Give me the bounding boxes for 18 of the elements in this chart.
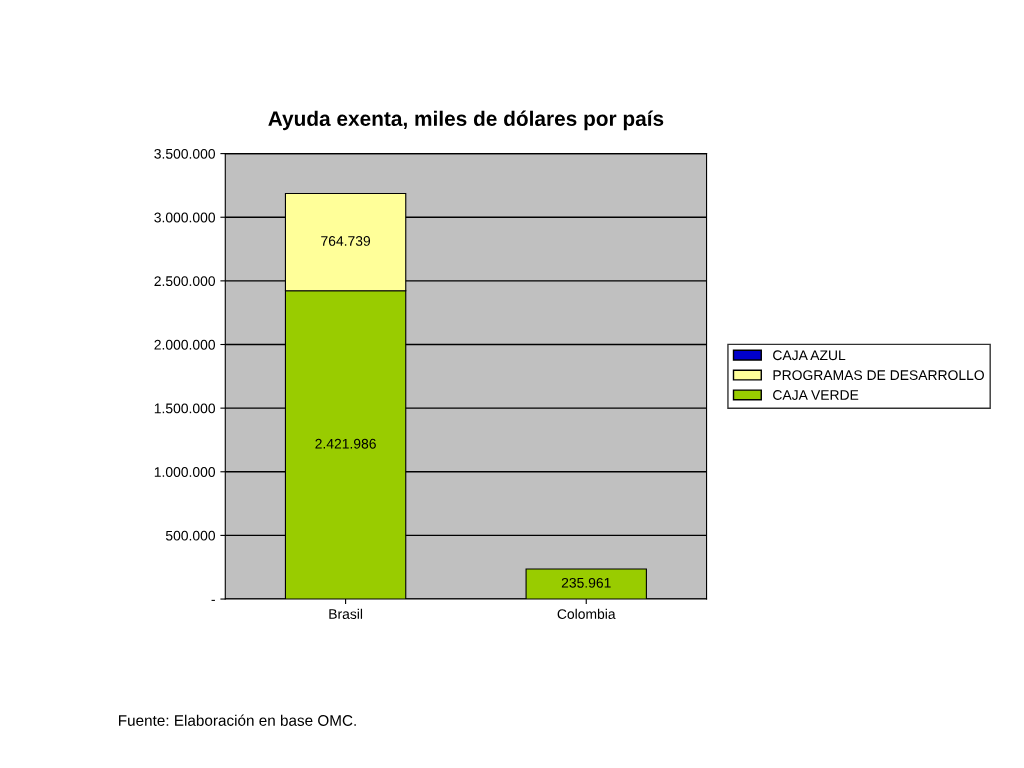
y-tick-label: 3.500.000	[154, 148, 216, 159]
y-tick-label: 3.000.000	[154, 212, 216, 223]
y-tick-label: -	[211, 599, 215, 601]
data-label: 2.421.986	[315, 438, 376, 449]
y-tick-label: 1.000.000	[154, 467, 216, 477]
source-note: Fuente: Elaboración en base OMC.	[119, 714, 356, 726]
y-tick-label: 2.500.000	[154, 276, 216, 287]
x-tick-label: Brasil	[329, 608, 363, 619]
legend-label: PROGRAMAS DE DESARROLLO	[773, 370, 984, 381]
legend-label: CAJA VERDE	[773, 390, 859, 400]
data-label: 235.961	[561, 577, 611, 588]
y-tick-label: 2.000.000	[154, 339, 216, 350]
data-label: 764.739	[321, 236, 371, 246]
x-tick-label: Colombia	[557, 608, 616, 619]
legend-label: CAJA AZUL	[773, 350, 846, 361]
chart-title: Ayuda exenta, miles de dólares por país	[268, 110, 664, 131]
y-tick-label: 1.500.000	[154, 403, 216, 414]
y-tick-label: 500.000	[165, 530, 216, 541]
